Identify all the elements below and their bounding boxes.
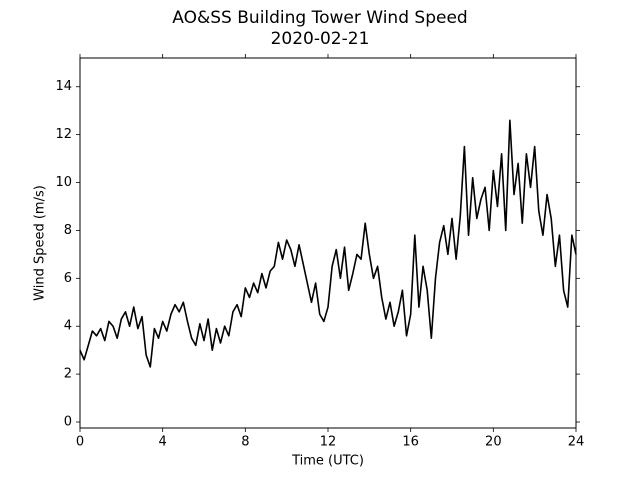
chart-title: AO&SS Building Tower Wind Speed (172, 8, 467, 28)
chart-subtitle: 2020-02-21 (271, 29, 370, 49)
y-axis-label: Wind Speed (m/s) (33, 185, 48, 301)
y-tick-label: 6 (64, 271, 72, 286)
x-tick-label: 24 (568, 435, 585, 450)
x-tick-label: 16 (402, 435, 419, 450)
data-line (79, 119, 577, 368)
y-tick-label: 12 (55, 127, 72, 142)
x-tick-label: 20 (485, 435, 502, 450)
y-tick-label: 10 (55, 175, 72, 190)
x-tick-label: 0 (76, 435, 84, 450)
y-tick-label: 14 (55, 79, 72, 94)
y-tick-label: 8 (64, 223, 72, 238)
y-tick-label: 2 (64, 367, 72, 382)
y-tick-label: 4 (64, 319, 72, 334)
x-axis-label: Time (UTC) (291, 454, 364, 469)
y-tick-label: 0 (64, 415, 72, 430)
plot-frame (79, 57, 577, 429)
x-tick-label: 12 (320, 435, 337, 450)
x-tick-label: 8 (241, 435, 249, 450)
x-tick-label: 4 (159, 435, 167, 450)
